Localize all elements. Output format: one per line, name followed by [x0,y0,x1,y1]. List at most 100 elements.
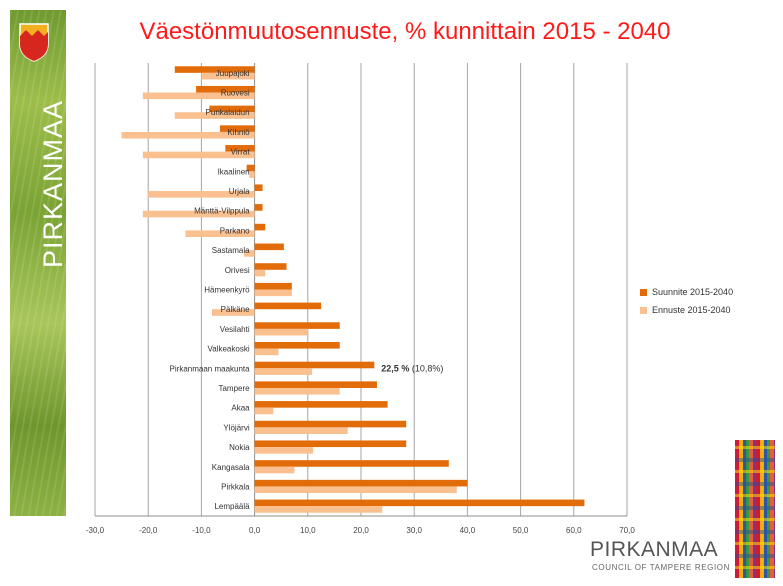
legend-label-ennuste: Ennuste 2015-2040 [652,305,731,315]
x-tick-label: 0,0 [249,526,261,535]
bar-ennuste [148,191,255,198]
bar-ennuste [174,112,255,119]
x-tick-label: 40,0 [460,526,476,535]
category-label: Ylöjärvi [223,423,249,432]
annotation: 22,5 % (10,8%) [381,363,443,373]
tick-layer: -30,0 -20,0 -10,0 0,0 10,0 20,0 30,0 40,0 50,0 60… [86,526,635,535]
label-layer: Juupajoki Ruovesi Punkalaidun Kihniö Virrat I… [170,69,251,511]
bar-ennuste [142,210,255,218]
bar-ennuste [254,506,383,513]
category-label: Kihniö [227,128,250,137]
bar-suunnite [246,164,255,172]
category-label: Hämeenkyrö [204,286,250,295]
side-banner [10,10,66,516]
bar-suunnite [254,263,287,270]
bar-ennuste [254,368,313,375]
category-label: Sastamala [212,246,250,255]
category-label: Ruovesi [221,89,250,98]
bar-ennuste [142,151,255,159]
bar-ennuste [254,486,457,494]
category-label: Vesilahti [220,325,250,334]
coat-of-arms-icon [19,23,49,62]
legend-item-suunnite: Suunnite 2015-2040 [640,283,733,301]
grid-layer [94,63,628,517]
bar-ennuste [201,72,255,80]
bar-ennuste [254,269,266,277]
bar-ennuste [254,387,340,395]
category-label: Kangasala [212,463,250,472]
x-tick-label: -20,0 [139,526,158,535]
category-label: Ikaalinen [218,167,250,176]
bar-ennuste [254,289,292,297]
category-label: Lempäälä [214,502,250,511]
bar-suunnite [254,302,322,310]
x-tick-label: 10,0 [300,526,316,535]
bar-ennuste [254,427,348,434]
footer-logo-subtitle: COUNCIL OF TAMPERE REGION [592,563,730,572]
bar-suunnite [196,85,255,93]
bar-ennuste [243,250,255,257]
legend-swatch-ennuste [640,306,647,314]
category-label: Orivesi [225,266,250,275]
bar-ennuste [142,92,255,100]
bar-suunnite [254,420,407,428]
bar-suunnite [254,243,284,251]
category-label: Juupajoki [216,69,250,78]
x-tick-label: 20,0 [353,526,369,535]
bar-ennuste [185,230,255,238]
category-label: Valkeakoski [208,345,250,354]
footer-logo-text: PIRKANMAA [590,538,719,561]
category-label: Parkano [220,226,250,235]
x-tick-label: 70,0 [619,526,635,535]
bar-suunnite [254,204,263,211]
category-label: Nokia [229,443,250,452]
category-label: Mänttä-Vilppula [194,207,250,216]
bar-suunnite [220,125,255,132]
category-label: Pirkanmaan maakunta [170,364,251,373]
bar-ennuste [254,447,314,454]
x-tick-label: -10,0 [192,526,211,535]
bar-ennuste [254,466,295,474]
bar-suunnite [254,499,585,507]
bar-suunnite [254,479,468,487]
bar-suunnite [254,381,377,388]
decorative-pattern-overlay [735,440,775,578]
legend-label-suunnite: Suunnite 2015-2040 [652,287,734,297]
annotation-value: 22,5 % [381,363,409,373]
category-label: Pälkäne [221,305,250,314]
category-label: Akaa [231,404,250,413]
bar-suunnite [254,440,407,448]
bar-ennuste [121,131,255,139]
annotation-secondary: (10,8%) [409,363,443,373]
x-tick-label: 50,0 [513,526,529,535]
bar-layer [121,66,585,513]
bar-suunnite [254,223,266,231]
x-tick-label: 30,0 [406,526,422,535]
category-label: Virrat [231,148,251,157]
category-label: Urjala [229,187,250,196]
category-label: Tampere [218,384,250,393]
legend-item-ennuste: Ennuste 2015-2040 [640,301,733,319]
x-tick-label: -30,0 [86,526,105,535]
category-label: Pirkkala [221,482,250,491]
bar-suunnite [254,401,388,408]
legend-swatch-suunnite [640,288,647,296]
chart-legend: Suunnite 2015-2040 Ennuste 2015-2040 [640,283,733,319]
category-label: Punkalaidun [206,108,250,117]
bar-ennuste [212,309,255,316]
bar-suunnite [209,105,255,113]
bar-suunnite [254,361,375,369]
bar-ennuste [254,348,279,356]
bar-ennuste [254,407,274,415]
bar-suunnite [225,145,255,152]
bar-suunnite [254,282,292,290]
bar-suunnite [254,341,340,349]
bar-ennuste [254,328,308,336]
bar-suunnite [174,66,255,73]
chart-title: Väestönmuutosennuste, % kunnittain 2015 … [139,18,671,45]
bar-suunnite [254,322,340,329]
bar-ennuste [249,171,255,178]
x-tick-label: 60,0 [566,526,582,535]
bar-suunnite [254,184,263,192]
